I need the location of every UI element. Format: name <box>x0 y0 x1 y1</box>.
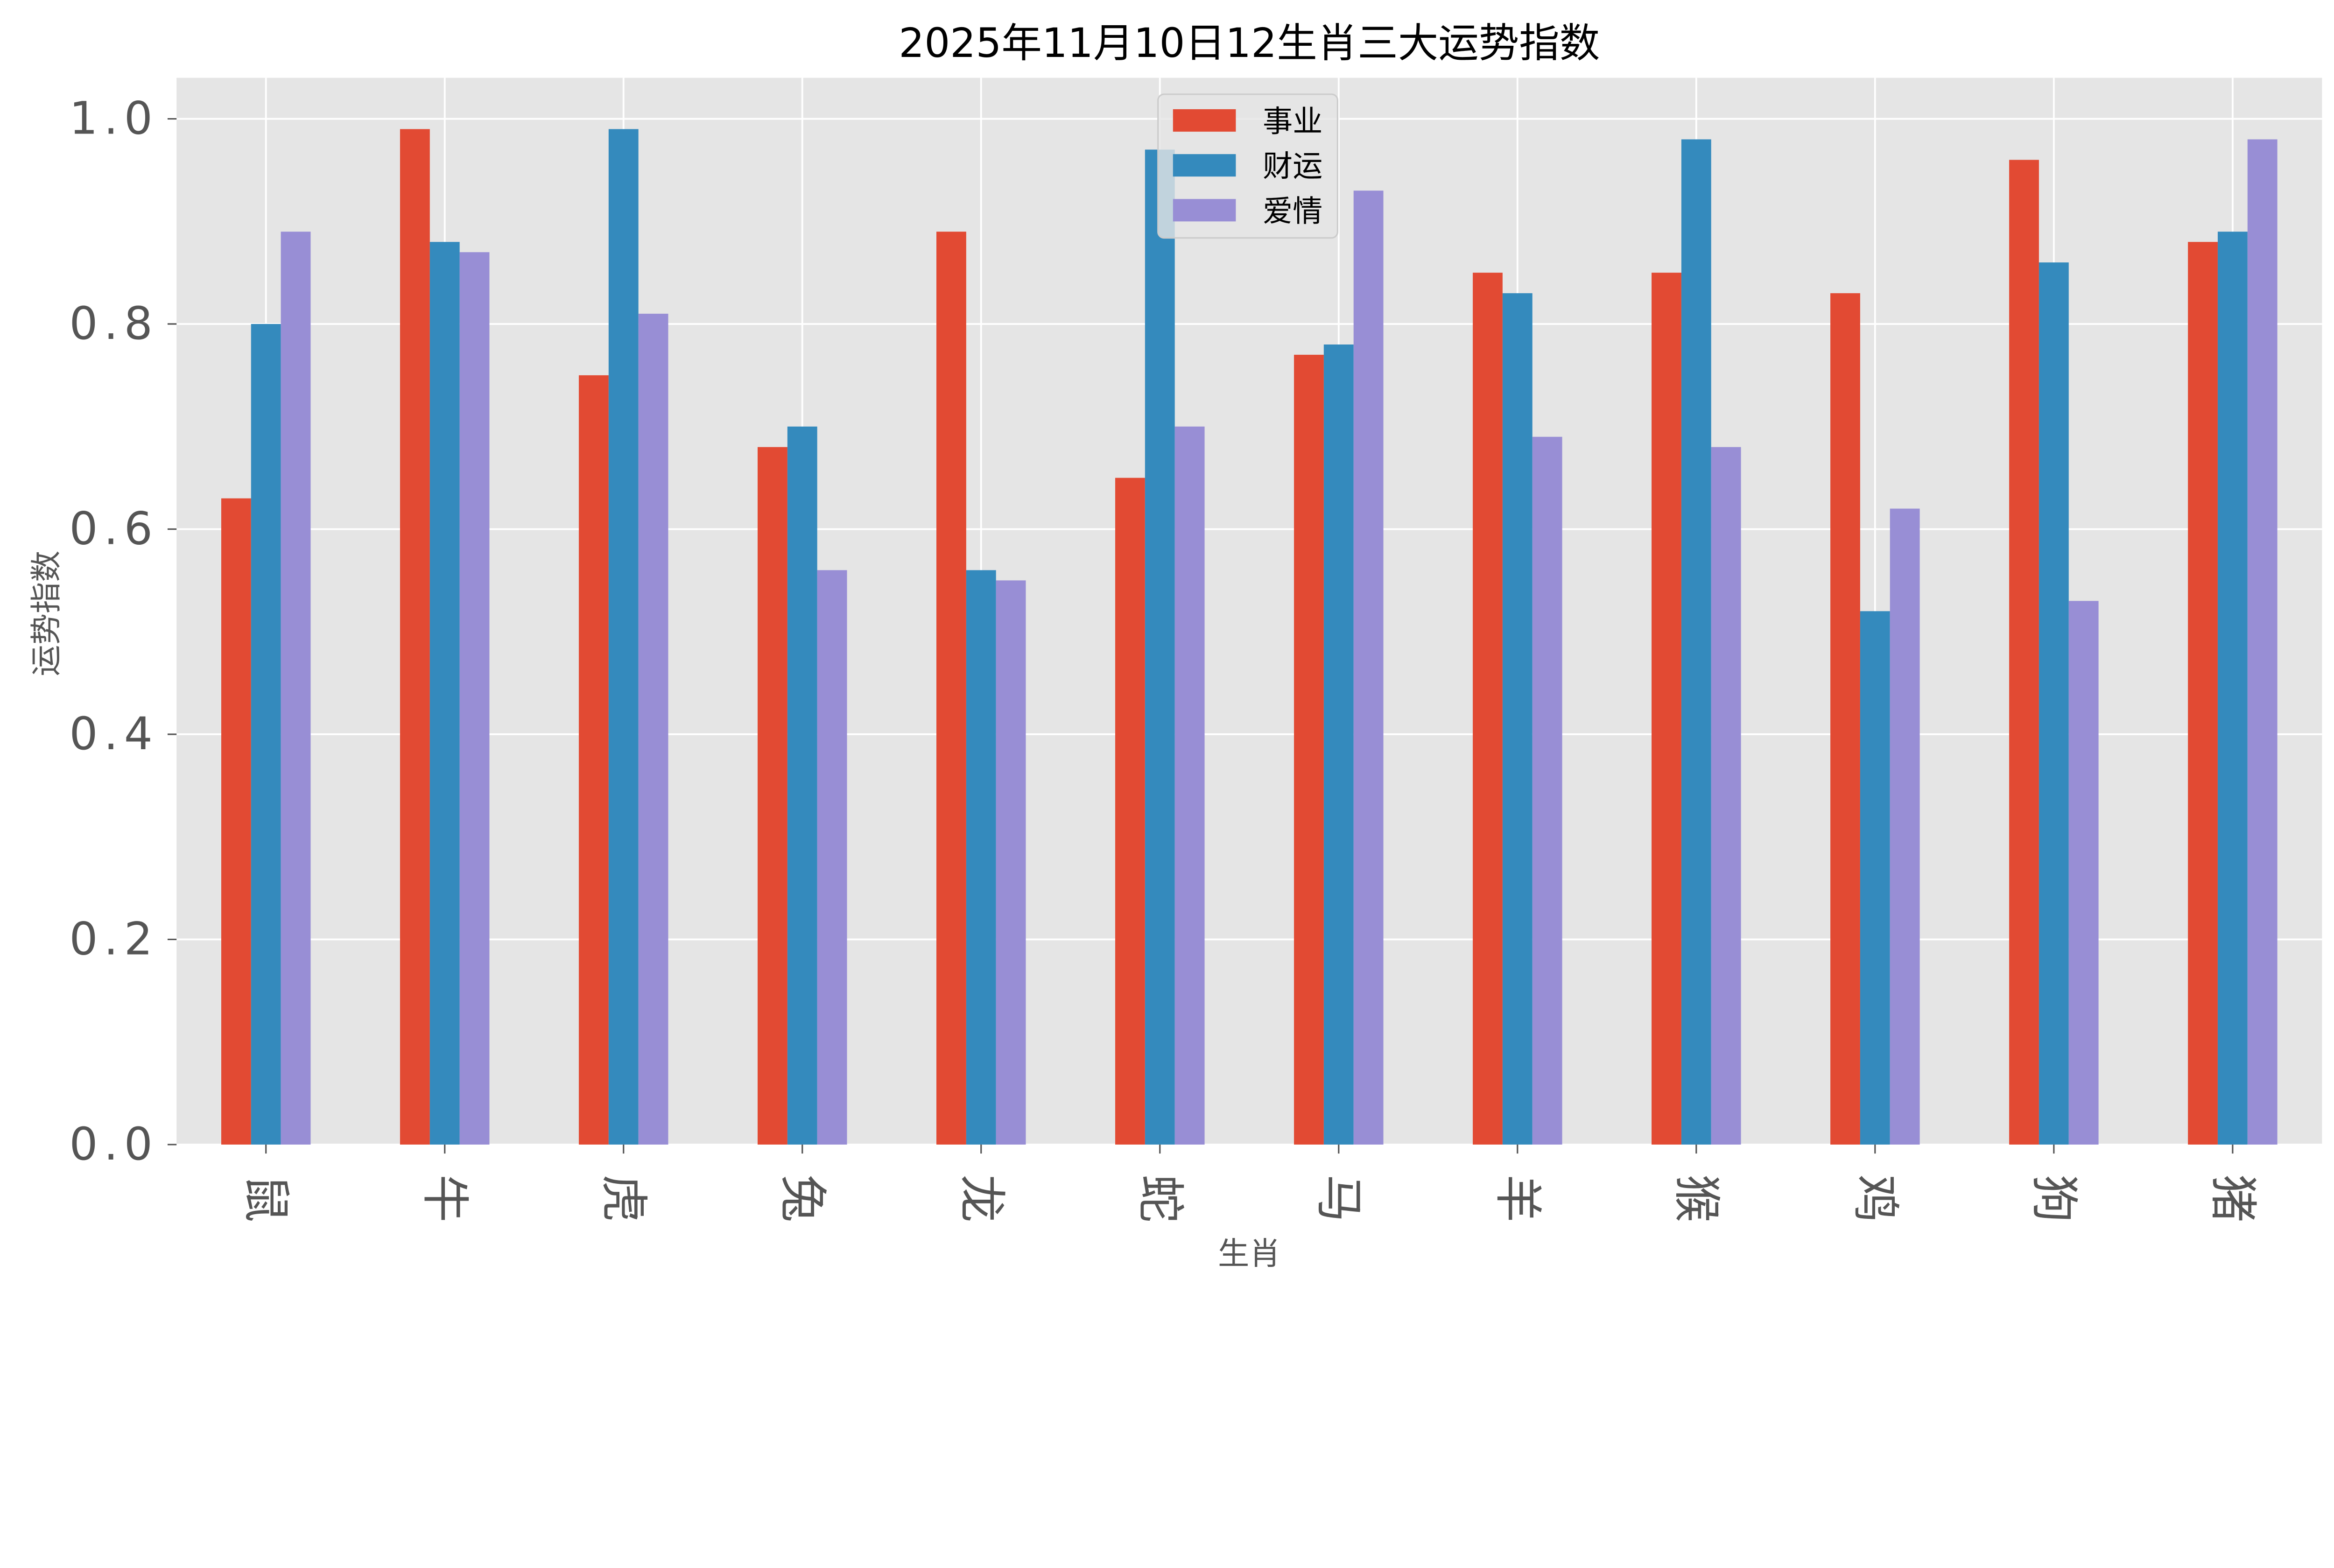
y-axis-label: 运势指数 <box>28 550 64 676</box>
x-tick-label: 羊 <box>1490 1174 1545 1223</box>
bar-马-事业 <box>1294 354 1324 1145</box>
bar-马-财运 <box>1323 344 1354 1145</box>
x-tick-label: 马 <box>1311 1174 1366 1223</box>
bar-兔-事业 <box>757 447 787 1145</box>
x-axis-label: 生肖 <box>1218 1235 1281 1272</box>
legend-label: 财运 <box>1263 149 1322 184</box>
bar-牛-爱情 <box>459 252 490 1145</box>
tick-labels: 0.0 0.2 0.4 0.6 0.8 1.0 鼠 牛 虎 兔 龙 蛇 马 羊 猴 鸡 狗 猪 <box>69 92 2260 1223</box>
legend-swatch <box>1173 154 1236 177</box>
x-tick-label: 鸡 <box>1847 1174 1903 1223</box>
bar-龙-爱情 <box>996 580 1026 1145</box>
bar-蛇-事业 <box>1115 478 1145 1145</box>
bar-蛇-财运 <box>1145 149 1175 1145</box>
bar-猴-爱情 <box>1711 447 1741 1145</box>
y-tick-label: 0.8 <box>69 297 158 350</box>
bar-羊-事业 <box>1473 273 1503 1145</box>
bar-虎-爱情 <box>638 314 668 1145</box>
bar-chart: 0.0 0.2 0.4 0.6 0.8 1.0 鼠 牛 虎 兔 龙 蛇 马 羊 猴 鸡 狗 猪 2025年11月1… <box>28 20 2322 1272</box>
bar-猴-财运 <box>1681 139 1711 1145</box>
bar-鼠-爱情 <box>281 232 311 1145</box>
bar-猪-事业 <box>2188 242 2218 1145</box>
legend-label: 事业 <box>1263 105 1322 139</box>
x-tick-label: 牛 <box>417 1174 472 1223</box>
y-tick-label: 0.2 <box>69 913 158 965</box>
legend-label: 爱情 <box>1263 194 1322 229</box>
bars <box>221 129 2278 1145</box>
bar-羊-爱情 <box>1532 436 1562 1145</box>
chart-title: 2025年11月10日12生肖三大运势指数 <box>899 20 1600 67</box>
bar-猪-爱情 <box>2247 139 2278 1145</box>
legend-swatch <box>1173 199 1236 222</box>
bar-牛-财运 <box>429 242 460 1145</box>
x-tick-label: 猪 <box>2205 1174 2260 1223</box>
x-tick-label: 狗 <box>2026 1174 2081 1223</box>
bar-龙-事业 <box>936 232 966 1145</box>
bar-牛-事业 <box>400 129 430 1145</box>
bar-马-爱情 <box>1353 190 1384 1145</box>
bar-兔-爱情 <box>817 570 847 1145</box>
bar-狗-财运 <box>2039 262 2069 1145</box>
x-tick-label: 猴 <box>1668 1174 1724 1223</box>
bar-鸡-爱情 <box>1890 508 1920 1145</box>
bar-虎-事业 <box>578 375 609 1145</box>
bar-鼠-财运 <box>251 324 281 1145</box>
bar-羊-财运 <box>1502 293 1533 1145</box>
y-tick-label: 0.0 <box>69 1118 158 1170</box>
bar-蛇-爱情 <box>1174 426 1205 1145</box>
bar-虎-财运 <box>608 129 639 1145</box>
bar-狗-爱情 <box>2068 601 2099 1145</box>
y-tick-label: 0.4 <box>69 708 158 760</box>
legend-swatch <box>1173 109 1236 132</box>
x-tick-label: 虎 <box>596 1174 651 1223</box>
bar-猪-财运 <box>2217 232 2248 1145</box>
plot-background <box>176 77 2322 1145</box>
bar-鸡-财运 <box>1860 611 1890 1145</box>
y-tick-label: 0.6 <box>69 503 158 555</box>
y-tick-label: 1.0 <box>69 92 158 145</box>
bar-龙-财运 <box>966 570 996 1145</box>
bar-兔-财运 <box>787 426 817 1145</box>
bar-猴-事业 <box>1652 273 1681 1145</box>
x-tick-label: 蛇 <box>1132 1174 1188 1223</box>
x-tick-label: 鼠 <box>238 1174 294 1223</box>
bar-鸡-事业 <box>1830 293 1860 1145</box>
x-tick-label: 兔 <box>774 1174 830 1223</box>
x-tick-label: 龙 <box>953 1174 1009 1223</box>
bar-鼠-事业 <box>221 498 251 1145</box>
bar-狗-事业 <box>2009 160 2039 1145</box>
